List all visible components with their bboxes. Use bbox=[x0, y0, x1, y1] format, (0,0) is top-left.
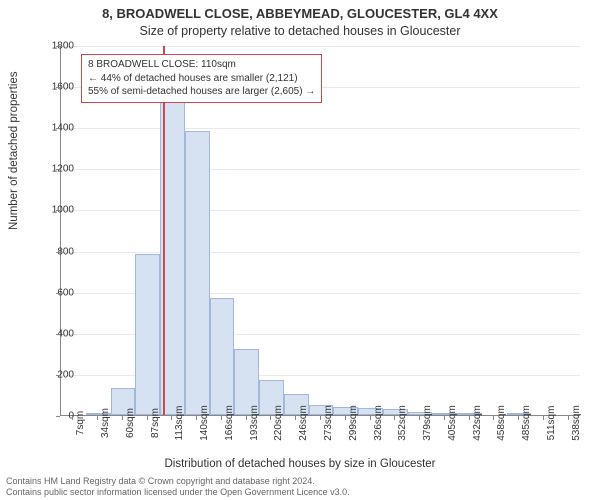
ytick-label: 1000 bbox=[34, 205, 74, 216]
annotation-line2: ← 44% of detached houses are smaller (2,… bbox=[88, 72, 315, 86]
xtick-mark bbox=[171, 416, 172, 420]
annotation-line1: 8 BROADWELL CLOSE: 110sqm bbox=[88, 58, 315, 72]
xtick-label: 273sqm bbox=[323, 405, 334, 441]
ytick-label: 0 bbox=[34, 411, 74, 422]
ytick-label: 600 bbox=[34, 287, 74, 298]
ytick-label: 1800 bbox=[34, 41, 74, 52]
gridline bbox=[61, 169, 580, 170]
xtick-mark bbox=[221, 416, 222, 420]
x-axis-label: Distribution of detached houses by size … bbox=[0, 458, 600, 470]
xtick-mark bbox=[469, 416, 470, 420]
xtick-mark bbox=[196, 416, 197, 420]
xtick-mark bbox=[320, 416, 321, 420]
xtick-label: 511sqm bbox=[546, 406, 557, 441]
xtick-mark bbox=[345, 416, 346, 420]
xtick-label: 193sqm bbox=[249, 405, 260, 441]
xtick-mark bbox=[370, 416, 371, 420]
xtick-mark bbox=[295, 416, 296, 420]
ytick-mark bbox=[56, 210, 60, 211]
ytick-mark bbox=[56, 375, 60, 376]
xtick-label: 87sqm bbox=[150, 408, 161, 438]
xtick-label: 246sqm bbox=[298, 405, 309, 441]
xtick-label: 485sqm bbox=[521, 405, 532, 441]
gridline bbox=[61, 210, 580, 211]
xtick-mark bbox=[97, 416, 98, 420]
xtick-label: 379sqm bbox=[422, 405, 433, 441]
xtick-label: 458sqm bbox=[496, 405, 507, 441]
xtick-mark bbox=[122, 416, 123, 420]
ytick-mark bbox=[56, 169, 60, 170]
gridline bbox=[61, 128, 580, 129]
gridline bbox=[61, 46, 580, 47]
ytick-mark bbox=[56, 334, 60, 335]
ytick-mark bbox=[56, 416, 60, 417]
xtick-mark bbox=[543, 416, 544, 420]
xtick-mark bbox=[270, 416, 271, 420]
xtick-label: 299sqm bbox=[348, 405, 359, 441]
xtick-mark bbox=[568, 416, 569, 420]
ytick-mark bbox=[56, 293, 60, 294]
ytick-label: 1600 bbox=[34, 82, 74, 93]
gridline bbox=[61, 252, 580, 253]
xtick-label: 220sqm bbox=[273, 405, 284, 441]
xtick-mark bbox=[72, 416, 73, 420]
chart-title-line1: 8, BROADWELL CLOSE, ABBEYMEAD, GLOUCESTE… bbox=[0, 6, 600, 21]
xtick-label: 538sqm bbox=[571, 405, 582, 441]
ytick-label: 400 bbox=[34, 328, 74, 339]
y-axis-label: Number of detached properties bbox=[8, 71, 20, 230]
ytick-label: 200 bbox=[34, 369, 74, 380]
histogram-bar bbox=[210, 298, 235, 415]
ytick-mark bbox=[56, 87, 60, 88]
xtick-label: 166sqm bbox=[224, 405, 235, 441]
xtick-label: 405sqm bbox=[447, 405, 458, 441]
histogram-bar bbox=[185, 131, 210, 415]
xtick-label: 140sqm bbox=[199, 405, 210, 441]
xtick-mark bbox=[147, 416, 148, 420]
xtick-mark bbox=[394, 416, 395, 420]
xtick-mark bbox=[444, 416, 445, 420]
footer-line1: Contains HM Land Registry data © Crown c… bbox=[6, 476, 350, 487]
xtick-label: 34sqm bbox=[100, 408, 111, 438]
footer-credits: Contains HM Land Registry data © Crown c… bbox=[6, 476, 350, 498]
annotation-line3: 55% of semi-detached houses are larger (… bbox=[88, 85, 315, 99]
xtick-label: 432sqm bbox=[472, 405, 483, 441]
xtick-mark bbox=[518, 416, 519, 420]
ytick-mark bbox=[56, 252, 60, 253]
footer-line2: Contains public sector information licen… bbox=[6, 487, 350, 498]
xtick-label: 60sqm bbox=[125, 408, 136, 438]
xtick-mark bbox=[493, 416, 494, 420]
xtick-label: 7sqm bbox=[75, 411, 86, 435]
xtick-label: 352sqm bbox=[397, 405, 408, 441]
ytick-mark bbox=[56, 128, 60, 129]
ytick-label: 1400 bbox=[34, 123, 74, 134]
plot-area: 8 BROADWELL CLOSE: 110sqm← 44% of detach… bbox=[60, 46, 580, 416]
ytick-mark bbox=[56, 46, 60, 47]
xtick-label: 113sqm bbox=[174, 406, 185, 441]
xtick-mark bbox=[246, 416, 247, 420]
xtick-mark bbox=[419, 416, 420, 420]
xtick-label: 326sqm bbox=[373, 405, 384, 441]
annotation-box: 8 BROADWELL CLOSE: 110sqm← 44% of detach… bbox=[81, 54, 322, 103]
chart-title-line2: Size of property relative to detached ho… bbox=[0, 24, 600, 38]
ytick-label: 1200 bbox=[34, 164, 74, 175]
histogram-bar bbox=[135, 254, 160, 415]
chart-container: 8, BROADWELL CLOSE, ABBEYMEAD, GLOUCESTE… bbox=[0, 0, 600, 500]
ytick-label: 800 bbox=[34, 246, 74, 257]
